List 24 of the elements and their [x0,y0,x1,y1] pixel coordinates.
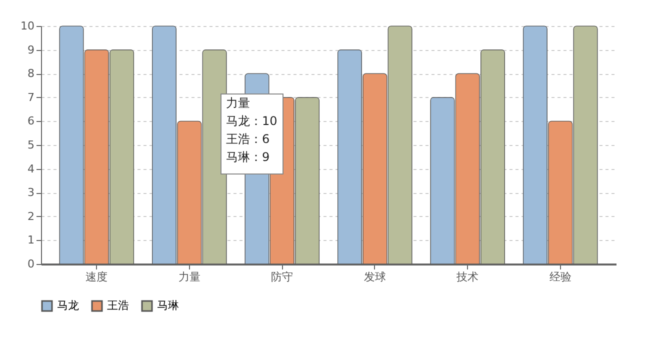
y-tick-label: 10 [20,20,34,32]
annotation: 马琳：9 [226,150,270,164]
legend-label: 马龙 [57,299,79,312]
y-tick-label: 2 [28,210,34,223]
x-tick-label: 技术 [456,270,479,284]
y-tick-label: 9 [28,43,34,56]
x-tick-label: 速度 [86,270,108,284]
annotation: 王浩：6 [226,132,270,146]
y-tick-label: 7 [28,90,34,104]
legend-label: 马琳 [157,299,179,312]
annotation: 力量 [226,96,250,110]
y-tick-label: 0 [28,258,34,270]
y-tick-label: 6 [28,114,34,128]
x-tick-label: 防守 [271,270,294,284]
y-tick-label: 3 [28,186,34,200]
x-tick-label: 经验 [549,270,572,284]
y-tick-label: 1 [28,234,34,247]
legend-label: 王浩 [107,299,129,312]
y-tick-label: 4 [28,162,34,176]
y-tick-label: 5 [28,138,34,152]
x-tick-label: 力量 [178,270,200,284]
annotation: 马龙：10 [226,114,278,128]
y-tick-label: 8 [28,67,34,80]
x-tick-label: 发球 [364,270,386,284]
